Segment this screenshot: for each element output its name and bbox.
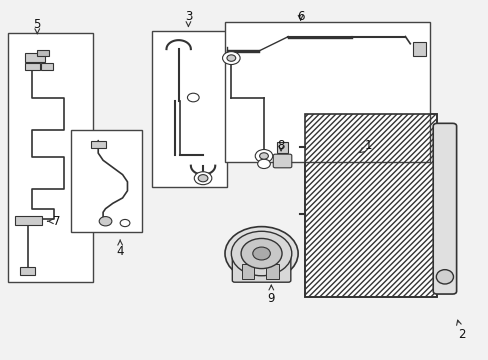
FancyBboxPatch shape	[20, 267, 35, 275]
Circle shape	[241, 238, 282, 269]
Circle shape	[120, 220, 130, 226]
FancyBboxPatch shape	[242, 264, 254, 279]
FancyBboxPatch shape	[232, 255, 290, 282]
Text: 2: 2	[456, 320, 464, 341]
Bar	[8, 33, 93, 282]
Circle shape	[259, 153, 268, 159]
Circle shape	[99, 217, 112, 226]
FancyBboxPatch shape	[37, 50, 49, 56]
FancyBboxPatch shape	[15, 216, 42, 225]
FancyBboxPatch shape	[25, 53, 44, 62]
FancyBboxPatch shape	[41, 63, 53, 69]
Circle shape	[257, 159, 270, 168]
Text: 1: 1	[359, 139, 372, 153]
Circle shape	[231, 231, 291, 276]
FancyBboxPatch shape	[432, 123, 456, 294]
Text: 7: 7	[47, 215, 61, 228]
Circle shape	[187, 93, 199, 102]
FancyBboxPatch shape	[25, 63, 40, 69]
FancyBboxPatch shape	[273, 154, 291, 168]
Text: 8: 8	[277, 139, 284, 152]
Bar	[71, 130, 142, 232]
Circle shape	[226, 55, 235, 61]
Circle shape	[194, 172, 211, 185]
Text: 4: 4	[116, 240, 123, 258]
Text: 5: 5	[34, 18, 41, 34]
FancyBboxPatch shape	[277, 141, 287, 153]
FancyBboxPatch shape	[412, 42, 426, 56]
Circle shape	[252, 247, 270, 260]
Text: 3: 3	[184, 10, 192, 27]
Text: 6: 6	[296, 10, 304, 23]
Circle shape	[198, 175, 207, 182]
Circle shape	[222, 51, 240, 64]
Circle shape	[255, 149, 272, 162]
Bar	[224, 22, 429, 162]
Bar	[305, 114, 436, 297]
Bar	[305, 114, 436, 297]
Ellipse shape	[435, 270, 452, 284]
Circle shape	[224, 226, 298, 280]
Text: 9: 9	[267, 285, 275, 305]
FancyBboxPatch shape	[91, 140, 105, 148]
FancyBboxPatch shape	[266, 264, 278, 279]
Bar	[152, 31, 227, 187]
